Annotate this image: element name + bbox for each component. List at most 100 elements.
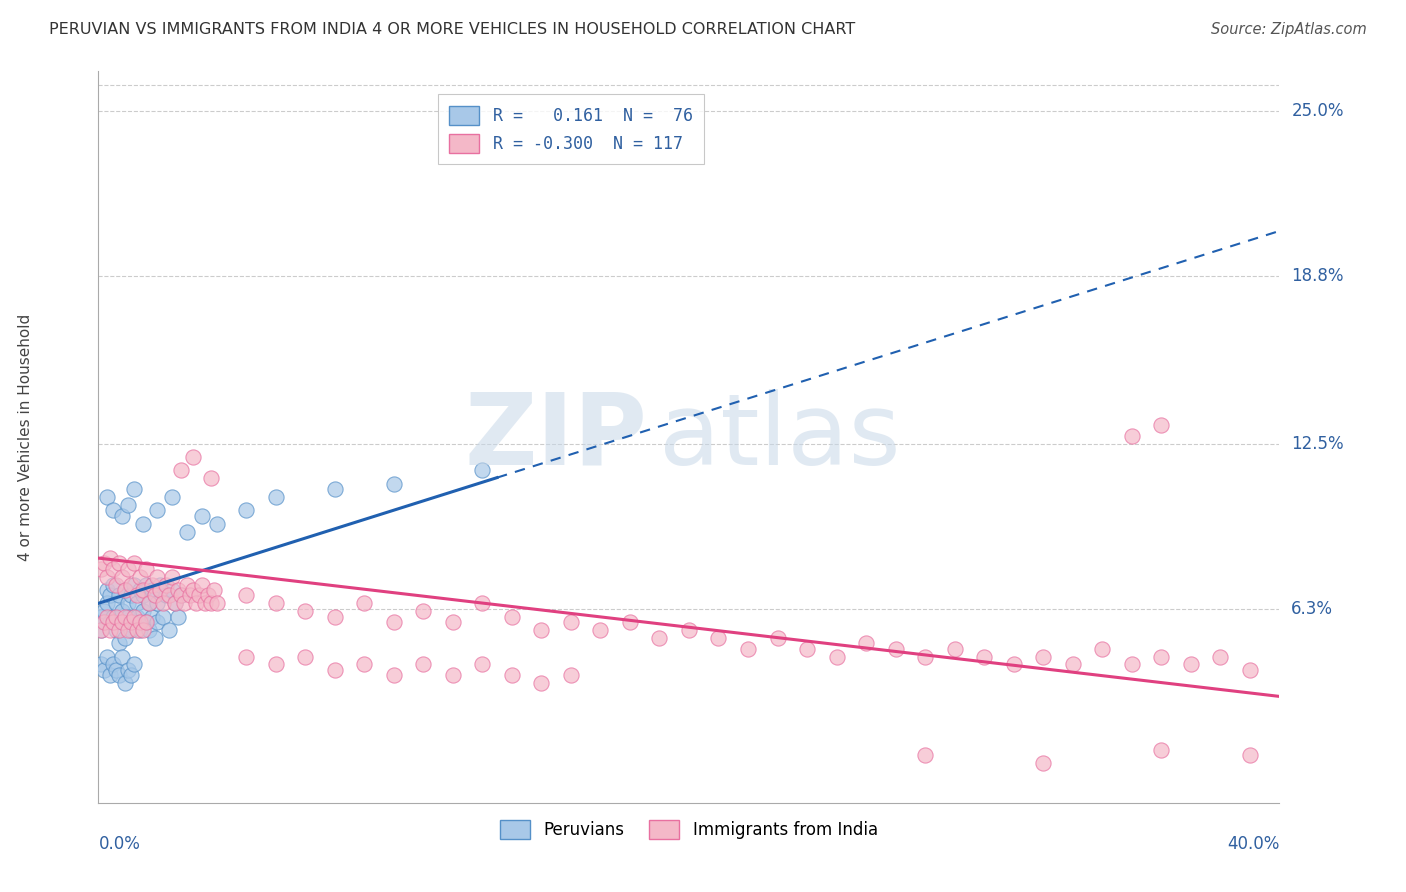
Point: [103, 562, 125, 576]
Point: [165, 596, 187, 610]
Point: [589, 623, 612, 637]
Point: [205, 596, 228, 610]
Point: [111, 649, 134, 664]
Point: [132, 516, 155, 531]
Point: [353, 596, 375, 610]
Point: [120, 623, 142, 637]
Point: [471, 463, 494, 477]
Point: [103, 657, 125, 672]
Point: [796, 641, 818, 656]
Point: [155, 577, 177, 591]
Point: [114, 609, 136, 624]
Point: [120, 615, 142, 629]
Point: [323, 609, 346, 624]
Point: [125, 623, 148, 637]
Point: [1121, 657, 1143, 672]
Point: [128, 623, 150, 637]
Text: 4 or more Vehicles in Household: 4 or more Vehicles in Household: [18, 313, 34, 561]
Point: [143, 588, 166, 602]
Point: [766, 631, 789, 645]
Point: [108, 623, 131, 637]
Point: [235, 588, 257, 602]
Point: [264, 657, 287, 672]
Point: [825, 649, 848, 664]
Point: [191, 577, 214, 591]
Point: [108, 636, 131, 650]
Point: [235, 503, 257, 517]
Point: [125, 609, 148, 624]
Point: [105, 609, 128, 624]
Point: [108, 588, 131, 602]
Point: [105, 663, 128, 677]
Point: [1239, 747, 1261, 762]
Point: [1002, 657, 1025, 672]
Point: [146, 596, 169, 610]
Point: [108, 668, 131, 682]
Point: [122, 577, 145, 591]
Point: [132, 582, 155, 597]
Point: [884, 641, 907, 656]
Point: [181, 582, 204, 597]
Point: [103, 503, 125, 517]
Point: [141, 582, 163, 597]
Point: [1150, 418, 1173, 433]
Text: PERUVIAN VS IMMIGRANTS FROM INDIA 4 OR MORE VEHICLES IN HOUSEHOLD CORRELATION CH: PERUVIAN VS IMMIGRANTS FROM INDIA 4 OR M…: [49, 22, 855, 37]
Point: [501, 609, 523, 624]
Text: 0.0%: 0.0%: [98, 835, 141, 853]
Point: [1121, 429, 1143, 443]
Point: [143, 588, 166, 602]
Point: [117, 623, 139, 637]
Point: [170, 588, 193, 602]
Point: [146, 570, 169, 584]
Point: [122, 482, 145, 496]
Point: [530, 623, 553, 637]
Point: [235, 649, 257, 664]
Point: [200, 471, 222, 485]
Point: [128, 570, 150, 584]
Point: [323, 663, 346, 677]
Point: [382, 615, 405, 629]
Point: [1150, 649, 1173, 664]
Point: [914, 649, 936, 664]
Point: [191, 508, 214, 523]
Point: [105, 596, 128, 610]
Point: [108, 557, 131, 571]
Point: [176, 524, 198, 539]
Point: [93, 557, 115, 571]
Point: [120, 577, 142, 591]
Point: [96, 596, 118, 610]
Point: [111, 508, 134, 523]
Point: [1150, 742, 1173, 756]
Point: [114, 582, 136, 597]
Point: [117, 562, 139, 576]
Point: [114, 582, 136, 597]
Point: [914, 747, 936, 762]
Point: [184, 596, 207, 610]
Point: [943, 641, 966, 656]
Point: [132, 588, 155, 602]
Point: [98, 615, 121, 629]
Point: [197, 588, 219, 602]
Point: [128, 615, 150, 629]
Point: [93, 615, 115, 629]
Point: [125, 588, 148, 602]
Point: [122, 615, 145, 629]
Point: [149, 577, 172, 591]
Point: [98, 668, 121, 682]
Point: [93, 604, 115, 618]
Point: [138, 623, 160, 637]
Text: atlas: atlas: [659, 389, 901, 485]
Point: [181, 450, 204, 464]
Point: [294, 604, 316, 618]
Point: [132, 604, 155, 618]
Point: [165, 596, 187, 610]
Point: [1032, 756, 1054, 770]
Point: [1239, 663, 1261, 677]
Point: [501, 668, 523, 682]
Point: [90, 623, 112, 637]
Point: [412, 604, 434, 618]
Point: [114, 631, 136, 645]
Point: [560, 668, 582, 682]
Point: [707, 631, 730, 645]
Point: [162, 490, 183, 504]
